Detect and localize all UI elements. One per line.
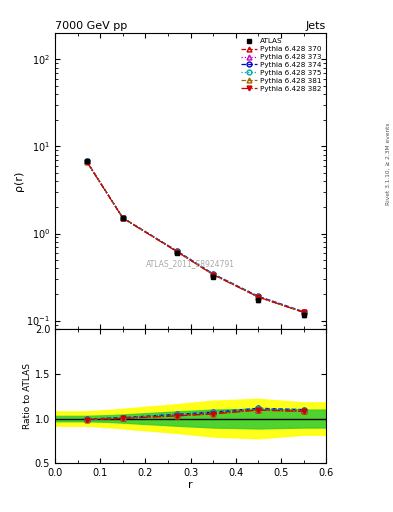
Text: Rivet 3.1.10, ≥ 2.3M events: Rivet 3.1.10, ≥ 2.3M events (386, 122, 391, 205)
X-axis label: r: r (188, 480, 193, 489)
Text: ATLAS_2011_S8924791: ATLAS_2011_S8924791 (146, 260, 235, 268)
Text: Jets: Jets (306, 21, 326, 31)
Legend: ATLAS, Pythia 6.428 370, Pythia 6.428 373, Pythia 6.428 374, Pythia 6.428 375, P: ATLAS, Pythia 6.428 370, Pythia 6.428 37… (239, 37, 323, 93)
Y-axis label: Ratio to ATLAS: Ratio to ATLAS (23, 363, 32, 429)
Text: 7000 GeV pp: 7000 GeV pp (55, 21, 127, 31)
Y-axis label: ρ(r): ρ(r) (13, 171, 24, 191)
